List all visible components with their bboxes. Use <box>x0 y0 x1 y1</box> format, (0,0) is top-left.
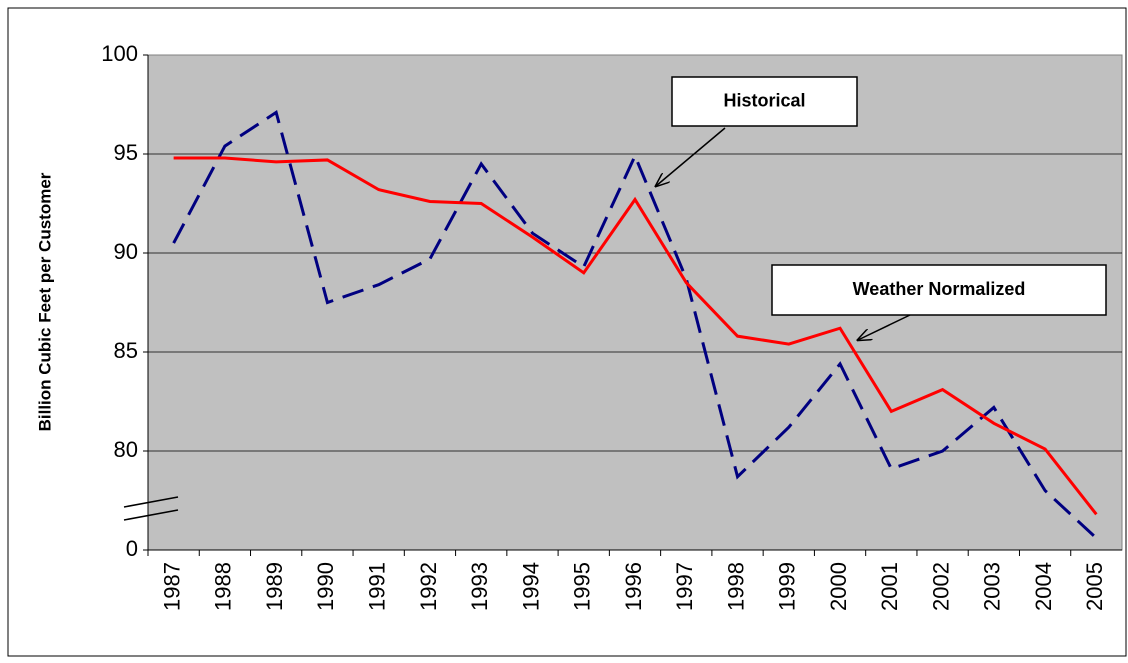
x-tick-label: 1989 <box>262 562 287 611</box>
x-tick-label: 1998 <box>723 562 748 611</box>
legend-box <box>771 264 1107 316</box>
series-line <box>173 156 1098 516</box>
x-tick-label: 1997 <box>672 562 697 611</box>
y-tick-label: 90 <box>114 239 138 264</box>
y-tick-label: 80 <box>114 437 138 462</box>
x-tick-label: 2003 <box>980 562 1005 611</box>
x-tick-label: 1990 <box>313 562 338 611</box>
legend-arrow <box>656 127 726 186</box>
x-tick-label: 1991 <box>364 562 389 611</box>
x-tick-label: 1987 <box>159 562 184 611</box>
axis-break <box>123 509 179 521</box>
y-tick-label: 95 <box>114 140 138 165</box>
x-tick-label: 1993 <box>467 562 492 611</box>
x-tick-label: 1999 <box>775 562 800 611</box>
x-tick-label: 2000 <box>826 562 851 611</box>
x-tick-label: 1988 <box>211 562 236 611</box>
x-tick-label: 1996 <box>621 562 646 611</box>
x-tick-label: 2001 <box>877 562 902 611</box>
y-tick-label: 0 <box>126 536 138 561</box>
legend-label: Weather Normalized <box>853 279 1026 299</box>
axis-break <box>123 496 179 508</box>
y-tick-label: 100 <box>101 41 138 66</box>
legend-box <box>671 76 858 127</box>
legend-arrow <box>858 314 911 340</box>
y-axis-title: Billion Cubic Feet per Customer <box>35 172 54 431</box>
series-line <box>172 110 1098 540</box>
x-tick-label: 1995 <box>570 562 595 611</box>
y-tick-label: 85 <box>114 338 138 363</box>
x-tick-label: 2005 <box>1082 562 1107 611</box>
x-tick-label: 1994 <box>518 562 543 611</box>
x-tick-label: 2002 <box>928 562 953 611</box>
legend-label: Historical <box>723 90 805 110</box>
x-tick-label: 2004 <box>1031 562 1056 611</box>
x-tick-label: 1992 <box>416 562 441 611</box>
